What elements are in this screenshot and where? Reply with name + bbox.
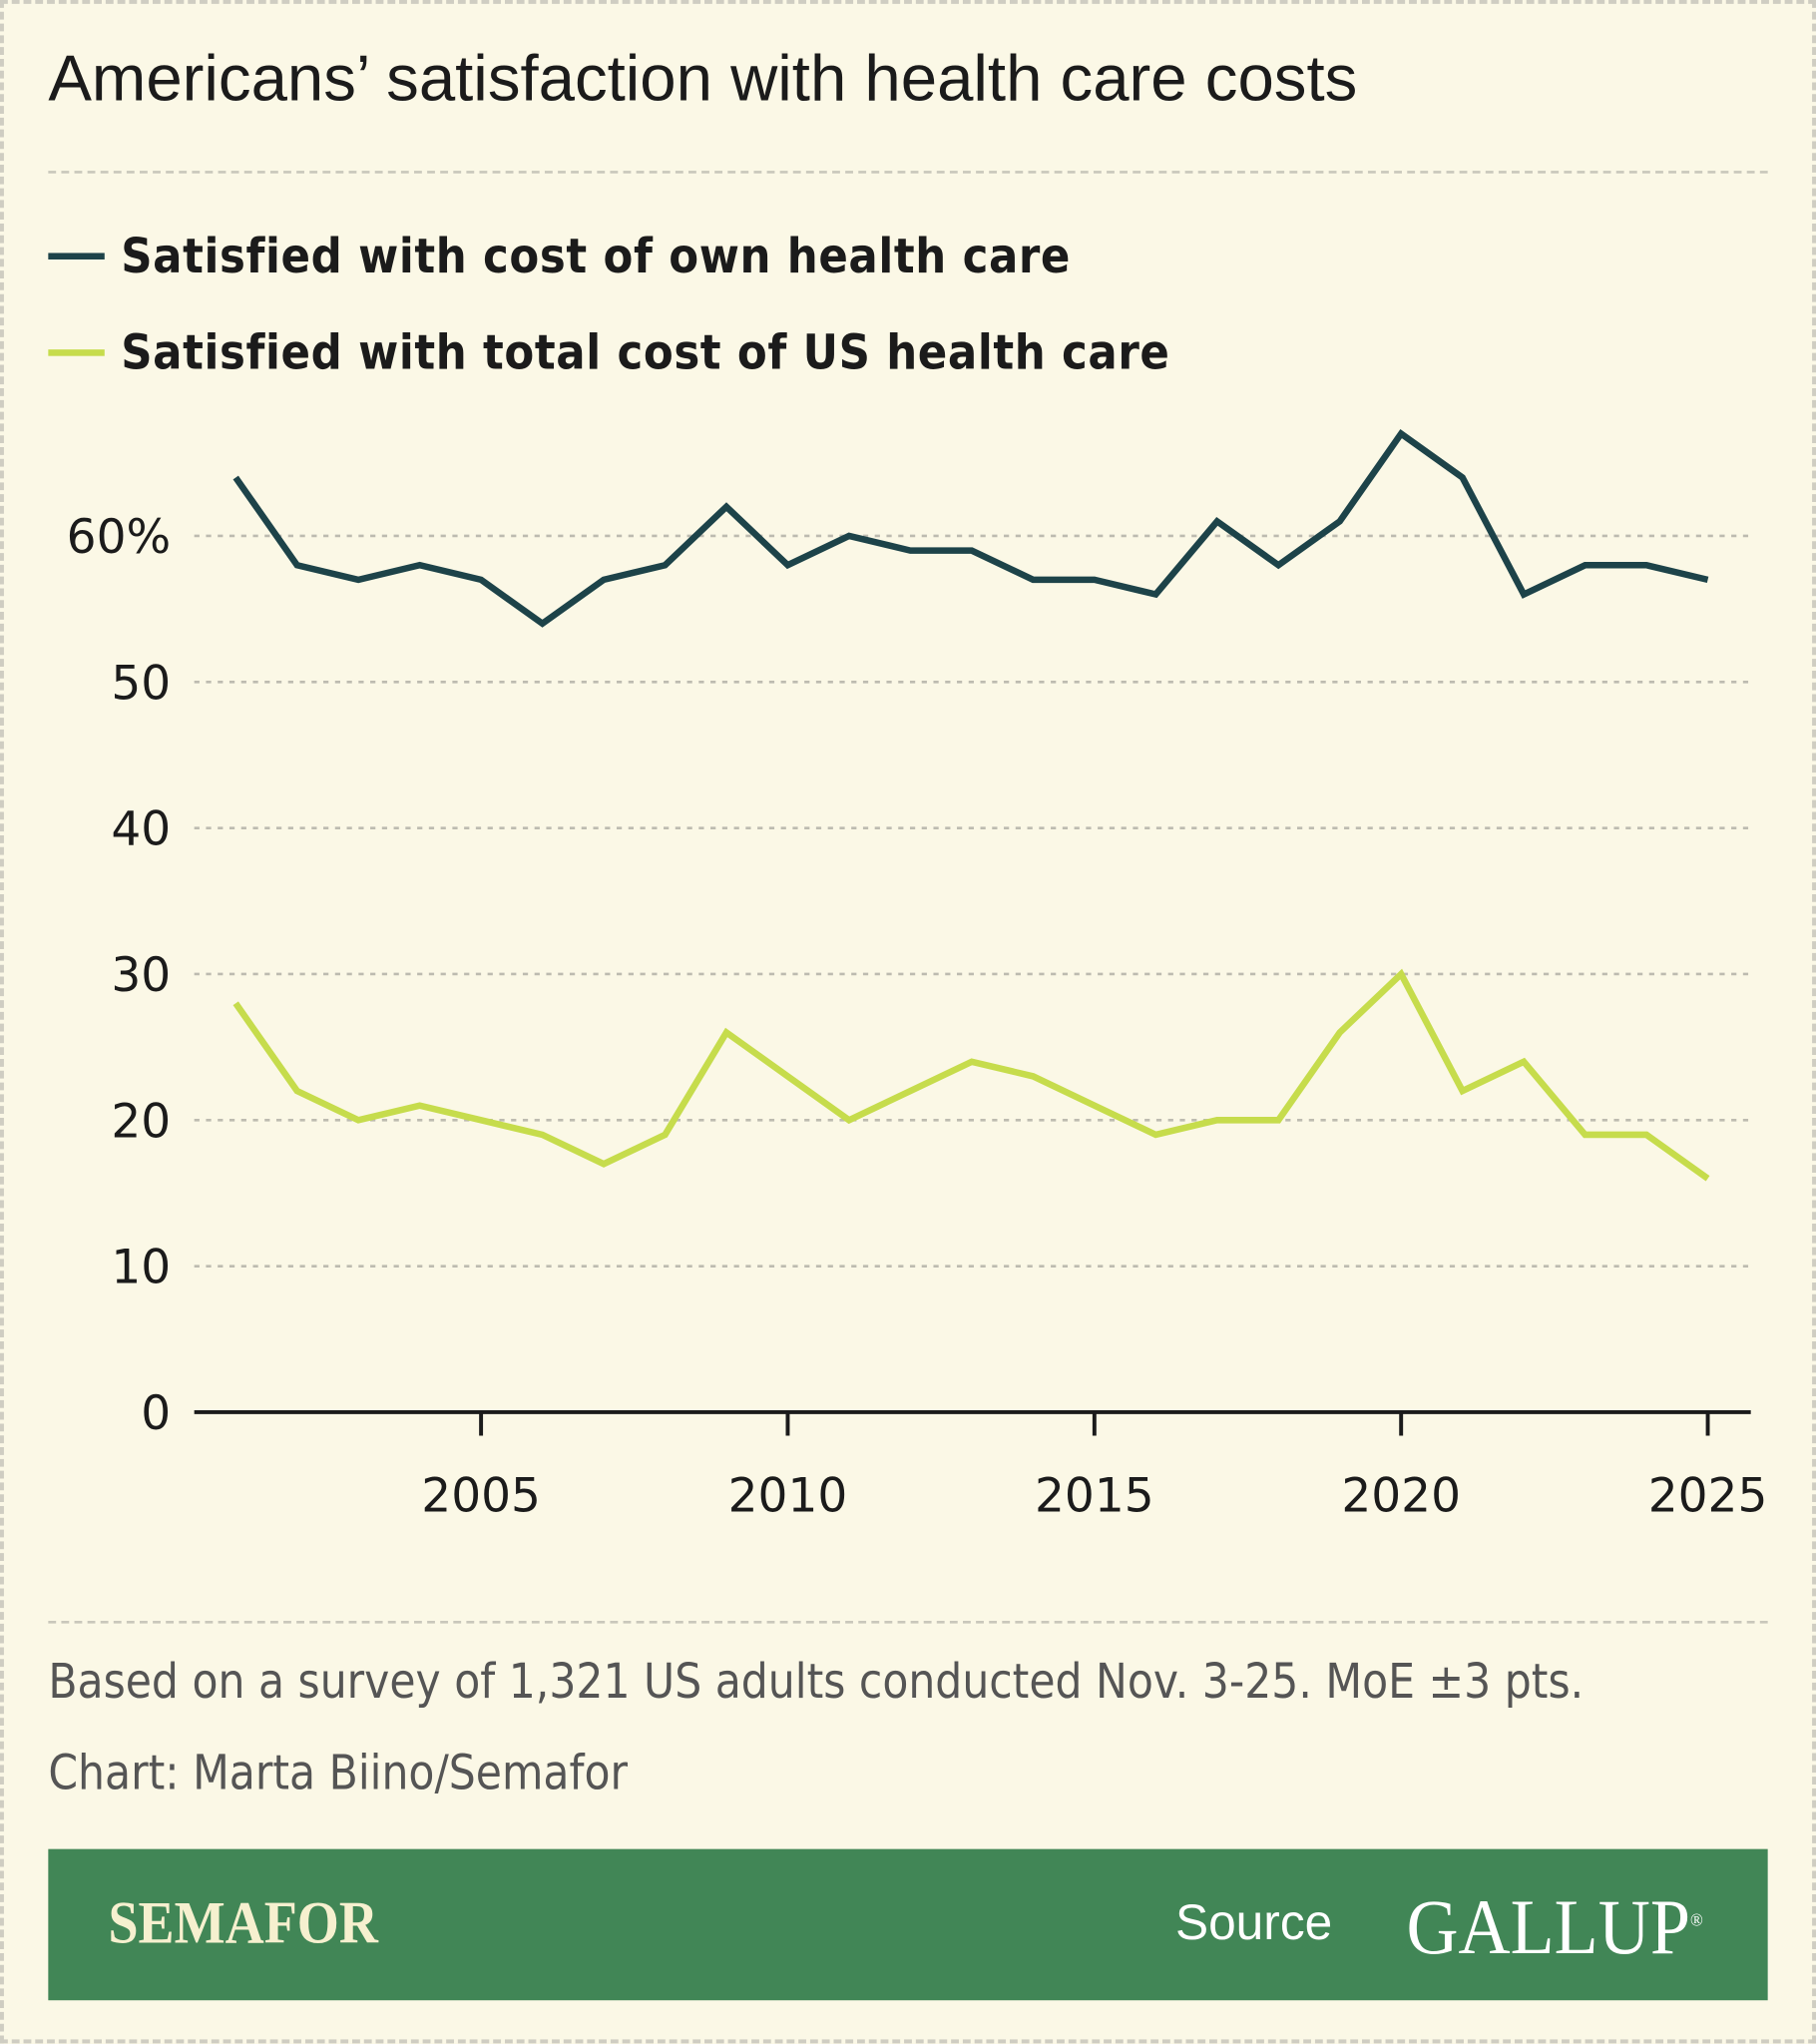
x-tick-label: 2005 xyxy=(421,1468,541,1523)
y-tick-label: 10 xyxy=(111,1241,171,1295)
divider xyxy=(48,1621,1768,1624)
plot-area: 0 10 20 30 40 50 60% 2005 2010 2015 2020 2025 xyxy=(67,428,1768,1523)
legend-item-total: Satisfied with total cost of US health c… xyxy=(48,324,1170,381)
y-tick-label: 60% xyxy=(67,510,172,565)
y-tick-label: 30 xyxy=(111,948,171,1003)
footer-bar: SEMAFOR Source GALLUP® xyxy=(48,1848,1768,2001)
legend-label: Satisfied with cost of own health care xyxy=(121,228,1072,284)
x-tick-label: 2015 xyxy=(1035,1468,1154,1523)
y-tick-label: 20 xyxy=(111,1094,171,1149)
x-tick-label: 2025 xyxy=(1648,1468,1768,1523)
divider xyxy=(48,171,1768,174)
legend-swatch xyxy=(48,349,105,356)
x-tick-label: 2020 xyxy=(1341,1468,1461,1523)
legend-item-own: Satisfied with cost of own health care xyxy=(48,229,1071,284)
credit: Chart: Marta Biino/Semafor xyxy=(48,1745,628,1801)
survey-note: Based on a survey of 1,321 US adults con… xyxy=(48,1653,1585,1710)
y-tick-label: 40 xyxy=(111,802,171,857)
y-tick-label: 50 xyxy=(111,656,171,711)
source-label: Source xyxy=(1174,1895,1333,1951)
chart-title: Americans’ satisfaction with health care… xyxy=(48,41,1358,115)
legend-label: Satisfied with total cost of US health c… xyxy=(121,324,1170,381)
series-line-own-cost xyxy=(232,428,1709,628)
y-tick-label: 0 xyxy=(141,1386,171,1441)
legend-swatch xyxy=(48,253,105,259)
x-tick-label: 2010 xyxy=(728,1468,848,1523)
gallup-logo: GALLUP® xyxy=(1406,1883,1703,1971)
series-line-total-cost xyxy=(232,968,1710,1182)
semafor-logo: SEMAFOR xyxy=(108,1889,378,1956)
